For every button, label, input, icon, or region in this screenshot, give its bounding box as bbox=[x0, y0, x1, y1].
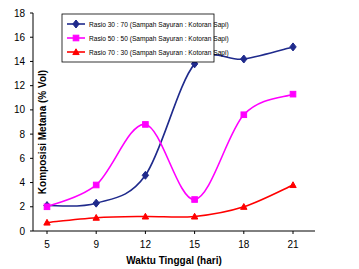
data-point bbox=[290, 182, 296, 188]
x-tick-label: 21 bbox=[287, 239, 299, 250]
data-point bbox=[93, 214, 99, 220]
legend-label: Rasio 30 : 70 (Sampah Sayuran : Kotoran … bbox=[89, 21, 229, 29]
data-point bbox=[44, 204, 50, 210]
y-tick-label: 0 bbox=[19, 226, 25, 237]
legend-marker bbox=[73, 35, 79, 41]
y-tick-label: 14 bbox=[14, 56, 26, 67]
data-point bbox=[241, 55, 247, 63]
series-line bbox=[47, 94, 293, 207]
y-tick-label: 18 bbox=[14, 8, 26, 19]
x-tick-label: 18 bbox=[238, 239, 250, 250]
data-point bbox=[44, 219, 50, 225]
y-tick-label: 12 bbox=[14, 80, 26, 91]
data-point bbox=[191, 213, 197, 219]
data-point bbox=[290, 43, 296, 51]
y-tick-label: 6 bbox=[19, 153, 25, 164]
data-point bbox=[192, 197, 198, 203]
x-axis bbox=[33, 231, 315, 232]
legend-marker bbox=[73, 49, 79, 55]
y-tick-label: 8 bbox=[19, 129, 25, 140]
y-axis bbox=[33, 13, 34, 231]
y-tick-label: 2 bbox=[19, 201, 25, 212]
data-point bbox=[142, 171, 148, 179]
data-point bbox=[93, 199, 99, 207]
legend-label: Rasio 50 : 50 (Sampah Sayuran : Kotoran … bbox=[89, 35, 229, 43]
chart: 0 2 4 6 8 10 12 14 16 18 5 9 12 15 18 21 Waktu Tinggal (… bbox=[0, 0, 359, 269]
data-point bbox=[241, 204, 247, 210]
data-point bbox=[142, 213, 148, 219]
x-tick-label: 15 bbox=[189, 239, 201, 250]
x-tick-label: 12 bbox=[140, 239, 152, 250]
y-tick-label: 16 bbox=[14, 32, 26, 43]
y-tick-label: 10 bbox=[14, 104, 26, 115]
data-point bbox=[93, 182, 99, 188]
y-tick-label: 4 bbox=[19, 177, 25, 188]
x-axis-label: Waktu Tinggal (hari) bbox=[126, 255, 222, 266]
legend-label: Rasio 70 : 30 (Sampah Sayuran : Kotoran … bbox=[89, 49, 229, 57]
plot-area bbox=[44, 43, 296, 225]
series-line bbox=[47, 47, 293, 206]
legend: Rasio 30 : 70 (Sampah Sayuran : Kotoran … bbox=[62, 14, 229, 62]
data-point bbox=[44, 202, 50, 210]
y-axis-label: Komposisi Metana (% Vol) bbox=[37, 70, 48, 194]
data-point bbox=[241, 112, 247, 118]
x-tick-label: 9 bbox=[93, 239, 99, 250]
data-point bbox=[290, 91, 296, 97]
x-tick-label: 5 bbox=[44, 239, 50, 250]
series-line bbox=[47, 185, 293, 223]
data-point bbox=[143, 122, 149, 128]
legend-marker bbox=[73, 20, 79, 28]
